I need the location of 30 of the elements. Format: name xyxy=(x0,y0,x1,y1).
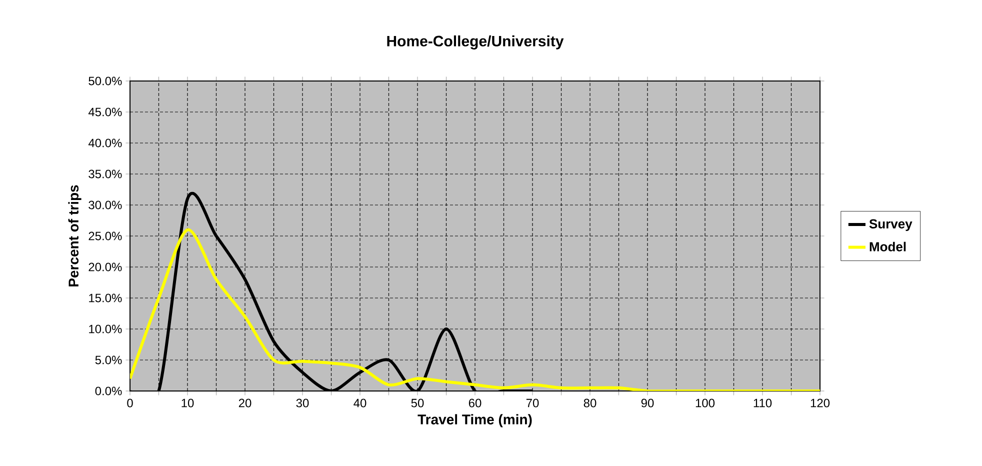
x-tick-label: 30 xyxy=(296,398,309,408)
y-tick-label: 50.0% xyxy=(88,76,122,86)
y-tick-label: 30.0% xyxy=(88,200,122,210)
x-tick-label: 60 xyxy=(468,398,482,408)
x-tick-label: 90 xyxy=(641,398,654,408)
x-tick-label: 80 xyxy=(584,398,596,408)
chart-title: Home-College/University xyxy=(387,35,564,50)
y-tick-label: 10.0% xyxy=(89,324,122,334)
line-series xyxy=(130,228,820,391)
y-axis-title: Percent of trips xyxy=(68,185,82,286)
x-tick-label: 20 xyxy=(238,398,252,408)
y-tick-label: 15.0% xyxy=(89,294,122,302)
y-tick-label: 20.0% xyxy=(88,262,122,272)
x-tick-label: 120 xyxy=(810,398,830,408)
y-tick-label: 5.0% xyxy=(95,356,122,364)
x-axis-title: Travel Time (min) xyxy=(418,414,532,428)
y-tick-label: 45.0% xyxy=(88,108,122,116)
y-tick-label: 0.0% xyxy=(95,386,122,396)
x-tick-label: 70 xyxy=(526,398,539,408)
x-tick-label: 40 xyxy=(354,398,366,408)
x-tick-label: 0 xyxy=(127,398,133,408)
x-tick-label: 110 xyxy=(754,398,772,408)
y-tick-label: 40.0% xyxy=(88,138,122,148)
y-tick-label: 35.0% xyxy=(88,170,122,178)
y-tick-label: 25.0% xyxy=(88,232,122,240)
legend-label: Survey xyxy=(869,219,912,232)
x-tick-label: 100 xyxy=(696,398,715,408)
legend-label: Model xyxy=(870,242,906,252)
x-tick-label: 50 xyxy=(411,398,424,408)
x-tick-label: 10 xyxy=(182,398,194,408)
